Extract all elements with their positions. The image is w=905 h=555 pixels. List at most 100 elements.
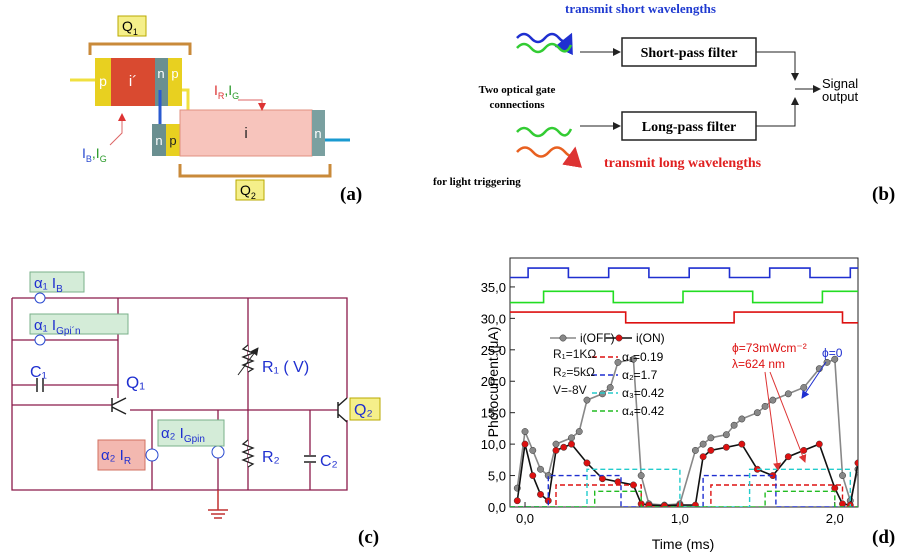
data-point: [552, 446, 560, 454]
data-point: [537, 465, 544, 473]
source-label: α₁ IB: [34, 275, 63, 295]
note: connections: [490, 99, 546, 111]
annotation-arrow: [764, 371, 782, 471]
annotation: R₂=5kΩ: [553, 365, 595, 379]
c2-label: C₂: [320, 453, 338, 470]
legend-marker: [559, 334, 567, 342]
layer-text: i: [244, 125, 247, 142]
layer-p: [166, 124, 180, 156]
label-box: [97, 439, 146, 471]
legend-label: α₄=0.42: [622, 404, 665, 418]
filter-box: [621, 111, 757, 141]
source: [211, 445, 225, 459]
note: Two optical gate: [479, 84, 556, 96]
data-point: [529, 472, 537, 480]
data-point: [568, 434, 575, 442]
t: ,I: [92, 145, 100, 161]
layer-text: n: [155, 133, 162, 148]
data-point: [606, 384, 614, 391]
q1-sub: 1: [133, 27, 138, 37]
t: α₂ I: [101, 447, 124, 464]
y-tick-label: 5,0: [488, 469, 506, 484]
layer-p: [168, 58, 182, 106]
note: transmit long wavelengths: [604, 156, 762, 171]
data-point: [521, 440, 529, 448]
annotation: V=-8V: [553, 383, 587, 397]
t: α₁ I: [34, 317, 56, 334]
legend-marker: [615, 334, 623, 342]
t: ,I: [224, 82, 232, 98]
cap-gap: [304, 455, 316, 463]
y-axis-label: Photocurrent (μA): [485, 327, 501, 438]
layer-n: [152, 124, 166, 156]
ground: [208, 490, 228, 519]
t: I: [82, 145, 86, 161]
x-axis-label: Time (ms): [652, 536, 714, 552]
data-point: [738, 415, 746, 423]
note: transmit short wavelengths: [565, 1, 716, 16]
y-tick-label: 20,0: [481, 374, 506, 389]
cap-gap: [36, 378, 44, 392]
data-point: [707, 434, 715, 442]
capacitor: [304, 455, 316, 463]
data-point: [513, 497, 521, 505]
data-point: [629, 355, 637, 363]
data-point: [699, 453, 707, 461]
panel-c: α₁ IB α₁ IGpi´n C₁ Q₁ Q₂ R₁ ( V) R₂ C₂ α…: [11, 271, 381, 548]
wire: [12, 298, 338, 411]
source: [145, 448, 159, 462]
data-point: [761, 402, 769, 410]
data-point: [691, 501, 699, 507]
r1-label: R₁ ( V): [262, 359, 309, 376]
data-point: [637, 472, 645, 480]
layer-text: p: [169, 133, 176, 148]
y-tick-label: 25,0: [481, 343, 506, 358]
q2-label: Q₂: [354, 402, 373, 419]
legend-label: α₂=1.7: [622, 368, 658, 382]
data-point: [815, 440, 823, 448]
q1-bracket: [88, 42, 192, 55]
filter-label: Long-pass filter: [642, 120, 737, 135]
t: α₂ I: [161, 425, 184, 442]
source-label: α₂ IR: [101, 447, 131, 467]
capacitor: [36, 378, 44, 392]
legend-label: i(OFF): [580, 331, 615, 345]
t: Gpi´n: [56, 325, 80, 337]
data-point: [537, 490, 544, 498]
layer-text: n: [157, 66, 164, 81]
source-label: α₁ IGpi´n: [34, 317, 81, 337]
legend-label: α₃=0.42: [622, 386, 665, 400]
t: G: [232, 91, 239, 101]
data-point: [521, 428, 529, 435]
layer-i: [111, 58, 155, 106]
data-point: [660, 502, 668, 507]
panel-d: Time (ms) Photocurrent (μA) (d): [485, 257, 895, 552]
q2-box: [235, 179, 265, 201]
layer-text: p: [99, 73, 107, 89]
series-line: [516, 358, 858, 506]
series-line: [510, 267, 858, 279]
t: B: [56, 284, 63, 295]
wire: [151, 298, 311, 490]
annotation: R₁=1KΩ: [553, 347, 596, 361]
output-label: output: [822, 89, 859, 104]
y-tick-label: 10,0: [481, 437, 506, 452]
data-point: [784, 390, 792, 398]
arrow: [238, 99, 266, 111]
data-point: [599, 475, 606, 483]
y-tick-label: 30,0: [481, 311, 506, 326]
resistor: [241, 344, 255, 373]
layer-i: [179, 109, 313, 157]
panel-label: (d): [872, 527, 895, 548]
data-point: [722, 431, 730, 439]
t: α₁ I: [34, 275, 56, 292]
panel-a: Q1 p i´ n p n p i n IR,IG IB,IG Q2 (a): [70, 15, 362, 205]
label-box: [349, 397, 381, 421]
q2-main: Q: [240, 182, 251, 198]
panel-label: (b): [872, 184, 895, 205]
ir-ig-label: IR,IG: [214, 82, 239, 101]
q2-label: Q2: [240, 182, 256, 201]
layer-p: [95, 58, 111, 106]
layer-text: i´: [129, 73, 137, 90]
t: Gpin: [184, 434, 205, 445]
